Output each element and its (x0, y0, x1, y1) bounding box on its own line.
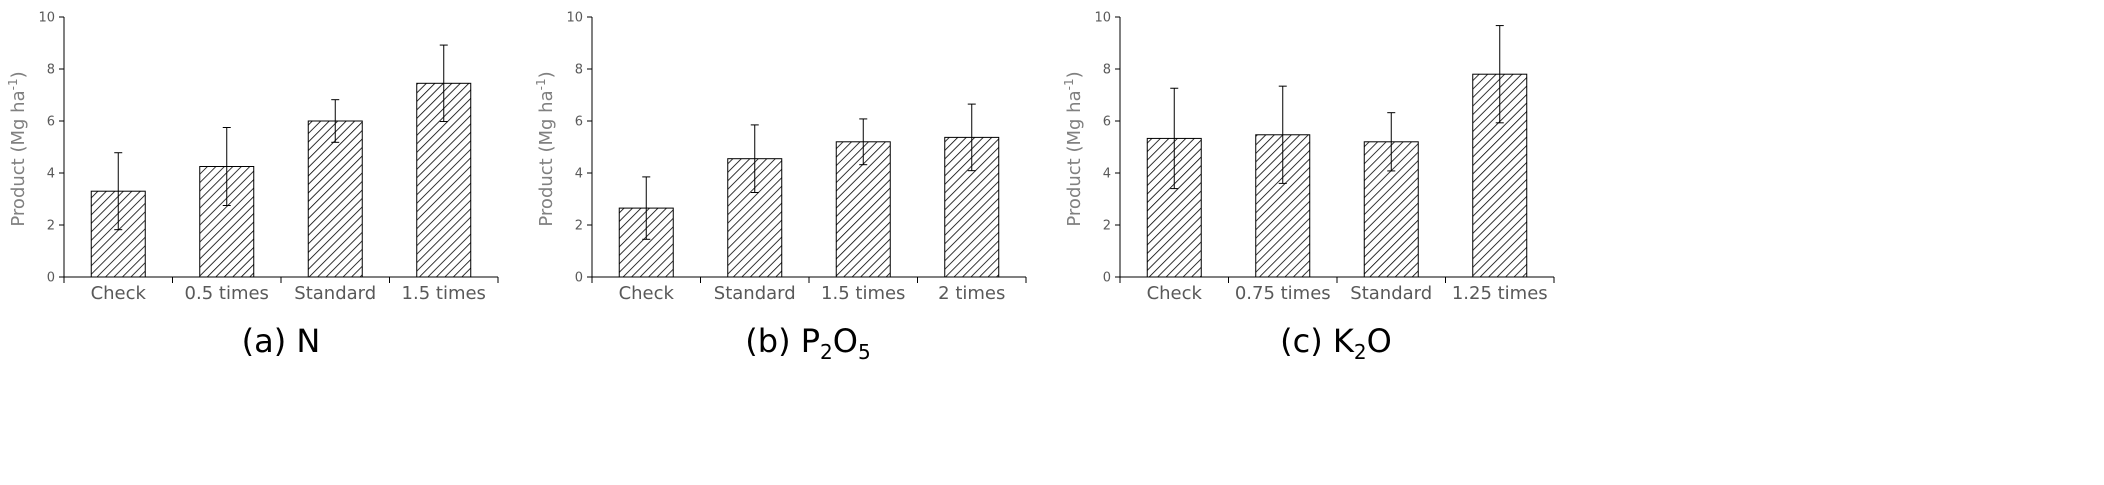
error-bar (1495, 25, 1504, 124)
x-tick-label: Check (619, 283, 675, 304)
x-tick-label: Standard (714, 283, 796, 304)
bar (307, 120, 363, 278)
panel-caption: (a) N (242, 322, 321, 360)
error-bar (331, 99, 340, 143)
y-tick-label: 2 (47, 219, 55, 234)
x-tick-label: Check (1147, 283, 1203, 304)
y-axis-label: Product (Mg ha-1) (1062, 71, 1085, 226)
y-tick-label: 10 (1094, 11, 1111, 26)
y-tick-label: 0 (47, 271, 55, 286)
y-tick-label: 4 (1103, 167, 1111, 182)
y-tick-label: 2 (575, 219, 583, 234)
y-tick-label: 8 (47, 63, 55, 78)
error-bar (439, 44, 448, 123)
x-tick-label: 0.75 times (1235, 283, 1331, 304)
chart-panel: 0 2 4 6 8 10 Check Standard 1.5 times 2 times Prod… (534, 11, 1027, 364)
error-bar (967, 103, 976, 172)
error-bar (1278, 85, 1287, 184)
y-tick-label: 8 (575, 63, 583, 78)
x-tick-label: Standard (1350, 283, 1432, 304)
y-tick-label: 6 (1103, 115, 1111, 130)
y-axis-label: Product (Mg ha-1) (534, 71, 557, 226)
y-tick-label: 4 (575, 167, 583, 182)
y-tick-label: 2 (1103, 219, 1111, 234)
error-bar (1387, 112, 1396, 172)
y-tick-label: 0 (1103, 271, 1111, 286)
error-bar (114, 152, 123, 231)
y-tick-label: 10 (566, 11, 583, 26)
error-bar (1170, 87, 1179, 190)
x-tick-label: 2 times (938, 283, 1005, 304)
y-tick-label: 4 (47, 167, 55, 182)
y-tick-label: 6 (47, 115, 55, 130)
error-bar (642, 176, 651, 240)
panel-caption: (b) P2O5 (745, 322, 870, 364)
x-tick-label: 1.5 times (402, 283, 486, 304)
chart-panel: 0 2 4 6 8 10 Check 0.75 times Standard 1.25 times… (1062, 11, 1555, 364)
x-tick-label: 1.5 times (821, 283, 905, 304)
x-tick-label: 1.25 times (1452, 283, 1548, 304)
x-tick-label: 0.5 times (185, 283, 269, 304)
panel-caption: (c) K2O (1280, 322, 1392, 364)
y-tick-label: 8 (1103, 63, 1111, 78)
y-axis-label: Product (Mg ha-1) (6, 71, 29, 226)
error-bar (859, 118, 868, 166)
error-bar (222, 127, 231, 206)
chart-panel: 0 2 4 6 8 10 Check 0.5 times Standard 1.5 times Pr… (6, 11, 499, 360)
error-bar (750, 124, 759, 193)
y-tick-label: 6 (575, 115, 583, 130)
y-tick-label: 0 (575, 271, 583, 286)
y-tick-label: 10 (38, 11, 55, 26)
x-tick-label: Check (91, 283, 147, 304)
x-tick-label: Standard (294, 283, 376, 304)
